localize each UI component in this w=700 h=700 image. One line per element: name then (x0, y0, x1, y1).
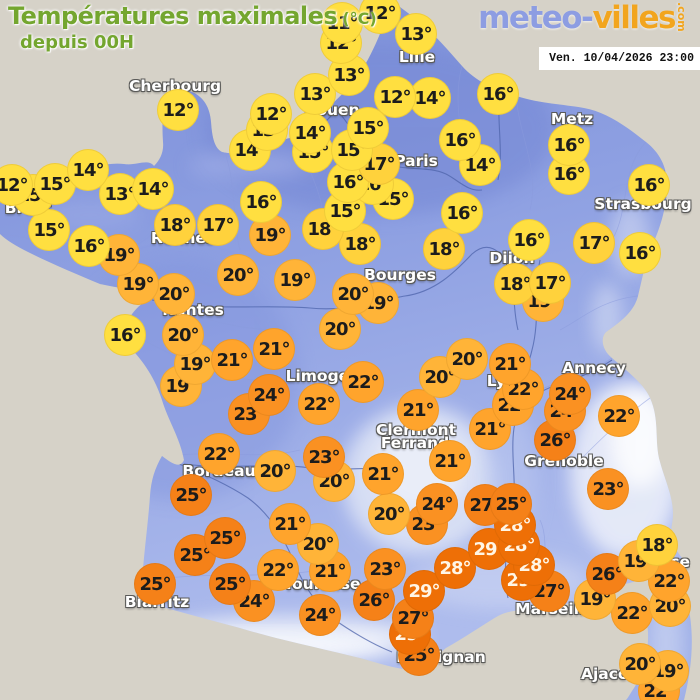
temp-bubble: 21° (469, 408, 511, 450)
temp-bubble: 19° (117, 263, 159, 305)
temp-bubble: 20° (254, 450, 296, 492)
temp-bubble: 16° (441, 192, 483, 234)
temp-bubble: 18° (423, 228, 465, 270)
temp-bubble: 14° (67, 149, 109, 191)
temp-bubble: 22° (342, 361, 384, 403)
temp-bubble: 12° (374, 76, 416, 118)
temp-bubble: 24° (416, 483, 458, 525)
temp-bubble: 13° (328, 54, 370, 96)
temp-bubble: 20° (446, 338, 488, 380)
temp-bubble: 28° (434, 547, 476, 589)
temp-bubble: 24° (549, 373, 591, 415)
temp-bubble: 23° (364, 548, 406, 590)
temp-bubble: 23° (303, 436, 345, 478)
city-label-ferrand: Ferrand (380, 434, 450, 452)
temp-bubble: 18° (154, 204, 196, 246)
temp-bubble: 21° (211, 339, 253, 381)
temp-bubble: 25° (204, 517, 246, 559)
temp-bubble: 22° (257, 549, 299, 591)
page-title: Températures maximales (8, 2, 338, 30)
temp-bubble: 16° (619, 232, 661, 274)
logo-tld: .com (675, 2, 688, 32)
temp-bubble: 20° (619, 643, 661, 685)
temp-bubble: 16° (439, 119, 481, 161)
temp-bubble: 19° (274, 259, 316, 301)
meteo-villes-logo[interactable]: meteo-villes.com (478, 0, 688, 36)
temp-bubble: 15° (28, 209, 70, 251)
temp-bubble: 21° (309, 550, 351, 592)
temp-bubble: 17° (573, 222, 615, 264)
temp-bubble: 26° (353, 579, 395, 621)
temp-bubble: 12° (157, 89, 199, 131)
temp-bubble: 12° (0, 164, 33, 206)
city-label-bourges: Bourges (364, 266, 436, 284)
temp-bubble: 18° (636, 524, 678, 566)
city-label-metz: Metz (550, 110, 594, 128)
temp-bubble: 23° (587, 468, 629, 510)
temp-bubble: 25° (170, 474, 212, 516)
city-label-limoges: Limoges (285, 367, 359, 385)
temp-bubble: 16° (68, 225, 110, 267)
temp-bubble: 16° (548, 124, 590, 166)
logo-part-meteo: meteo- (478, 0, 594, 36)
temp-bubble: 20° (162, 314, 204, 356)
city-label-annecy: Annecy (562, 359, 626, 377)
temp-bubble: 14° (132, 168, 174, 210)
temp-bubble: 22° (598, 395, 640, 437)
temp-bubble: 21° (269, 503, 311, 545)
temp-bubble: 20° (217, 254, 259, 296)
temp-bubble: 25° (490, 483, 532, 525)
datetime-stamp: Ven. 10/04/2026 23:00 (539, 47, 700, 70)
title-subtitle: depuis 00H (20, 32, 135, 53)
temp-bubble: 22° (198, 433, 240, 475)
temp-bubble: 16° (104, 314, 146, 356)
temp-bubble: 15° (347, 107, 389, 149)
map-title-block: Températures maximales (°C) depuis 00H (8, 2, 377, 53)
temp-bubble: 20° (368, 493, 410, 535)
temp-bubble: 16° (628, 164, 670, 206)
temp-bubble: 20° (319, 308, 361, 350)
temp-bubble: 16° (477, 73, 519, 115)
temp-bubble: 12° (359, 0, 401, 34)
temp-bubble: 12° (250, 93, 292, 135)
temp-bubble: 17° (197, 204, 239, 246)
city-label-paris: Paris (394, 152, 438, 170)
city-label-cherbourg: Cherbourg (128, 77, 222, 95)
temp-bubble: 14° (409, 77, 451, 119)
temp-bubble: 21° (429, 440, 471, 482)
temp-bubble: 25° (209, 563, 251, 605)
temp-bubble: 20° (332, 273, 374, 315)
temp-bubble: 22° (298, 383, 340, 425)
temp-bubble: 16° (240, 181, 282, 223)
logo-part-villes: villes (592, 0, 676, 36)
temp-bubble: 11° (321, 2, 363, 44)
temp-bubble: 15° (34, 163, 76, 205)
temp-bubble: 25° (134, 563, 176, 605)
temp-bubble: 16° (508, 219, 550, 261)
temp-bubble: 21° (489, 343, 531, 385)
temp-bubble: 17° (529, 262, 571, 304)
temp-bubble: 20° (153, 273, 195, 315)
temp-bubble: 21° (362, 453, 404, 495)
temp-bubble: 24° (299, 594, 341, 636)
temp-bubble: 13° (395, 13, 437, 55)
temp-bubble: 14° (289, 112, 331, 154)
title-unit: (°C) (342, 9, 377, 28)
temp-bubble: 21° (253, 328, 295, 370)
temp-bubble: 24° (248, 374, 290, 416)
temp-bubble: 22° (611, 592, 653, 634)
temp-bubble: 22° (648, 560, 690, 602)
